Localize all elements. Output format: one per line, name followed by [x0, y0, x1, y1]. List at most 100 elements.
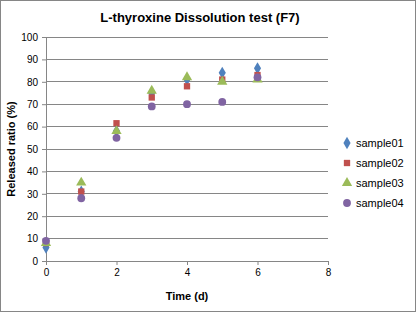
- tick-label: 6: [255, 267, 261, 278]
- legend-label: sample01: [356, 137, 404, 149]
- x-axis: 0 2 4 6 8: [44, 261, 332, 278]
- grid-line: [46, 193, 328, 194]
- tick-label: 70: [27, 99, 39, 110]
- tick: 6: [255, 261, 261, 278]
- legend-item: sample01: [343, 137, 403, 149]
- tick-label: 0: [32, 256, 38, 267]
- point: [147, 85, 157, 94]
- tick-mark: [42, 194, 46, 195]
- legend-marker: [343, 199, 351, 207]
- legend-item: sample03: [342, 177, 404, 189]
- grid: [46, 37, 328, 261]
- series: [42, 62, 261, 254]
- series: [43, 72, 261, 246]
- tick-label: 20: [27, 211, 39, 222]
- legend-marker: [342, 177, 352, 186]
- point: [218, 98, 226, 106]
- point: [254, 73, 262, 81]
- grid-line: [46, 149, 328, 150]
- tick: 40: [27, 166, 46, 177]
- tick: 90: [27, 54, 46, 65]
- point: [184, 83, 190, 89]
- point: [76, 177, 86, 186]
- x-axis-title: Time (d): [166, 290, 209, 302]
- legend-item: sample02: [344, 157, 404, 169]
- point: [183, 100, 191, 108]
- tick: 0: [32, 256, 46, 267]
- legend-label: sample02: [356, 157, 404, 169]
- legend-label: sample03: [356, 177, 404, 189]
- points: [41, 62, 263, 254]
- tick-label: 60: [27, 121, 39, 132]
- tick-label: 2: [114, 267, 120, 278]
- legend-marker: [343, 137, 350, 149]
- point: [252, 74, 262, 83]
- tick-mark: [42, 82, 46, 83]
- point: [113, 134, 121, 142]
- point: [217, 76, 227, 85]
- legend-item: sample04: [343, 197, 404, 209]
- grid-line: [46, 238, 328, 239]
- grid-line: [46, 59, 328, 60]
- tick-mark: [258, 261, 259, 265]
- tick-mark: [42, 59, 46, 60]
- y-axis: 0 10 20 30 40 50 60 70 80 90 100: [21, 32, 46, 267]
- tick: 80: [27, 77, 46, 88]
- tick-label: 8: [326, 267, 332, 278]
- tick-label: 10: [27, 233, 39, 244]
- point: [149, 94, 155, 100]
- axis-line: [42, 38, 47, 262]
- tick: 70: [27, 99, 46, 110]
- tick: 4: [185, 261, 191, 278]
- tick-mark: [187, 261, 188, 265]
- point: [182, 71, 192, 80]
- tick-mark: [42, 149, 46, 150]
- tick-mark: [42, 171, 46, 172]
- point: [42, 237, 50, 245]
- tick-mark: [328, 261, 329, 265]
- series: [41, 71, 263, 246]
- tick: 30: [27, 189, 46, 200]
- point: [77, 194, 85, 202]
- grid-line: [46, 171, 328, 172]
- tick-mark: [42, 261, 46, 262]
- tick-label: 30: [27, 189, 39, 200]
- point: [41, 237, 51, 246]
- tick-mark: [42, 216, 46, 217]
- title: L-thyroxine Dissolution test (F7): [100, 10, 299, 25]
- axis-line: [47, 262, 329, 266]
- tick: 100: [21, 32, 46, 43]
- tick-mark: [117, 261, 118, 265]
- tick-label: 50: [27, 144, 39, 155]
- tick-mark: [46, 261, 47, 265]
- tick-mark: [42, 37, 46, 38]
- tick: 50: [27, 144, 46, 155]
- legend-marker: [344, 160, 350, 166]
- point: [111, 125, 121, 134]
- y-axis-title: Released ratio (%): [5, 101, 17, 197]
- series: [42, 73, 261, 244]
- tick-label: 100: [21, 32, 38, 43]
- plot-area: 0 10 20 30 40 50 60 70 80 90 100 0 2 4 6 8: [21, 32, 331, 278]
- tick-label: 0: [44, 267, 50, 278]
- grid-line: [46, 126, 328, 127]
- point: [148, 103, 156, 111]
- grid-line: [46, 37, 328, 38]
- legend-label: sample04: [356, 197, 404, 209]
- tick-mark: [42, 104, 46, 105]
- tick-label: 4: [185, 267, 191, 278]
- chart-border: [1, 1, 416, 312]
- tick: 0: [44, 261, 50, 278]
- legend: sample01 sample02 sample03 sample04: [342, 137, 404, 209]
- tick: 60: [27, 121, 46, 132]
- grid-line: [46, 216, 328, 217]
- tick-mark: [42, 127, 46, 128]
- chart: 0 10 20 30 40 50 60 70 80 90 100 0 2 4 6 8 L-thyroxine D…: [0, 0, 416, 312]
- tick-label: 90: [27, 54, 39, 65]
- tick-label: 80: [27, 77, 39, 88]
- tick: 8: [326, 261, 332, 278]
- tick: 2: [114, 261, 120, 278]
- tick: 20: [27, 211, 46, 222]
- tick-label: 40: [27, 166, 39, 177]
- point: [78, 188, 84, 194]
